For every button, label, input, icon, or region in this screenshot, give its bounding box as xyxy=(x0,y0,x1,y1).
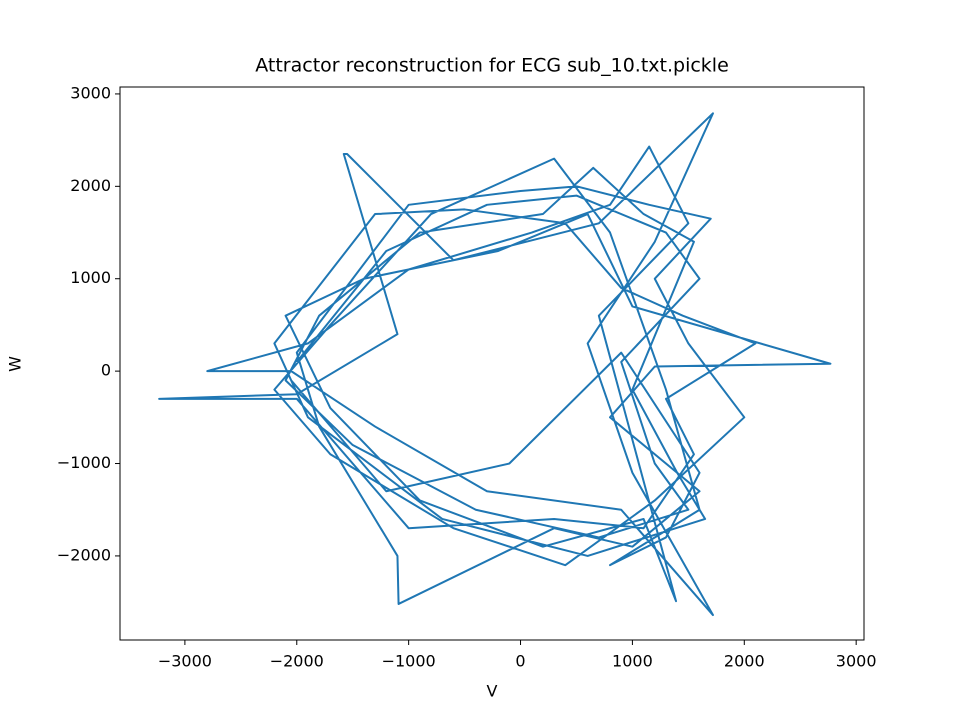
y-tick-label: 1000 xyxy=(70,268,111,287)
y-tick-label: 2000 xyxy=(70,176,111,195)
x-axis-label: V xyxy=(487,682,498,701)
y-tick-label: 0 xyxy=(101,361,111,380)
x-tick-label: −3000 xyxy=(158,652,212,671)
y-tick-label: −2000 xyxy=(57,545,111,564)
chart-title: Attractor reconstruction for ECG sub_10.… xyxy=(255,55,729,77)
attractor-line xyxy=(158,112,832,617)
y-axis-label: W xyxy=(6,356,25,372)
y-tick-label: 3000 xyxy=(70,83,111,102)
y-tick-label: −1000 xyxy=(57,453,111,472)
x-tick-label: 2000 xyxy=(724,652,765,671)
plot-frame xyxy=(119,86,865,641)
x-tick-label: 3000 xyxy=(836,652,877,671)
x-tick-label: 1000 xyxy=(612,652,653,671)
x-tick-label: −1000 xyxy=(382,652,436,671)
x-tick-label: −2000 xyxy=(270,652,324,671)
x-tick-label: 0 xyxy=(515,652,525,671)
